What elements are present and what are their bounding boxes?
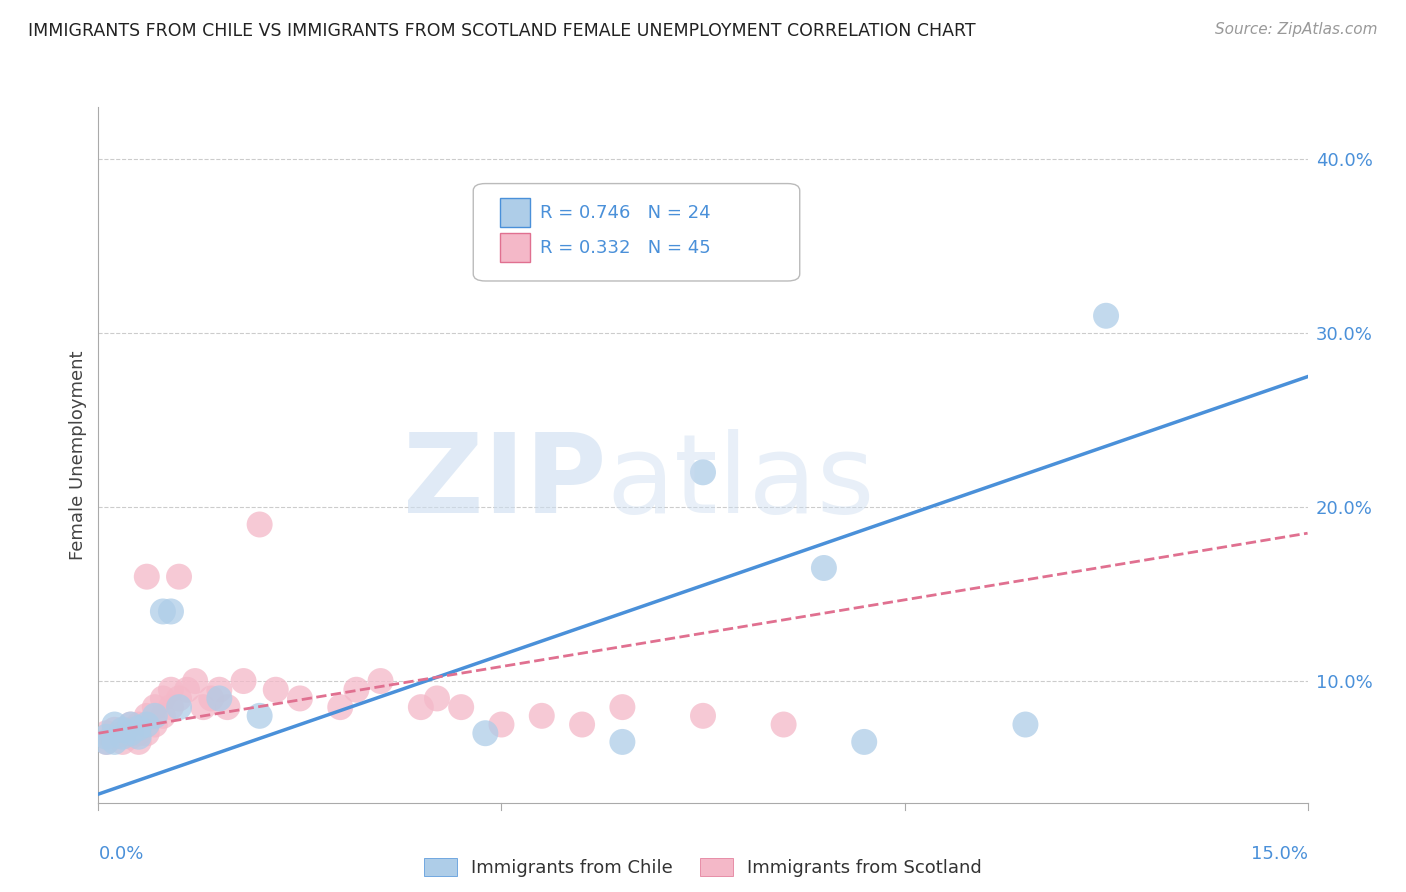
Point — [167, 700, 190, 714]
Y-axis label: Female Unemployment: Female Unemployment — [69, 351, 87, 559]
Point — [111, 735, 134, 749]
Point — [1014, 717, 1036, 731]
FancyBboxPatch shape — [474, 184, 800, 281]
Legend: Immigrants from Chile, Immigrants from Scotland: Immigrants from Chile, Immigrants from S… — [418, 850, 988, 884]
Point — [612, 735, 634, 749]
Point — [329, 700, 352, 714]
Point — [103, 730, 125, 744]
Point — [530, 708, 553, 723]
Point — [135, 708, 157, 723]
Point — [96, 730, 118, 744]
Point — [167, 569, 190, 583]
Point — [200, 691, 222, 706]
Text: 15.0%: 15.0% — [1250, 845, 1308, 863]
Point — [853, 735, 876, 749]
Point — [491, 717, 513, 731]
Point — [571, 717, 593, 731]
Point — [96, 735, 118, 749]
Text: ZIP: ZIP — [404, 429, 606, 536]
Point — [111, 726, 134, 740]
Point — [135, 726, 157, 740]
FancyBboxPatch shape — [501, 233, 530, 262]
Point — [370, 674, 392, 689]
Point — [232, 674, 254, 689]
Point — [1095, 309, 1118, 323]
Point — [152, 691, 174, 706]
Point — [208, 691, 231, 706]
Point — [160, 700, 183, 714]
Point — [128, 735, 150, 749]
Point — [128, 717, 150, 731]
Point — [426, 691, 449, 706]
Text: R = 0.746   N = 24: R = 0.746 N = 24 — [540, 203, 710, 222]
Point — [193, 700, 215, 714]
Point — [772, 717, 794, 731]
Point — [135, 569, 157, 583]
Point — [143, 708, 166, 723]
Point — [176, 682, 198, 697]
Point — [120, 730, 142, 744]
Text: Source: ZipAtlas.com: Source: ZipAtlas.com — [1215, 22, 1378, 37]
Point — [103, 735, 125, 749]
Text: 0.0%: 0.0% — [98, 845, 143, 863]
Point — [111, 723, 134, 737]
Point — [128, 730, 150, 744]
Point — [120, 717, 142, 731]
Point — [249, 517, 271, 532]
Point — [135, 717, 157, 731]
Point — [120, 723, 142, 737]
Point — [128, 726, 150, 740]
Point — [288, 691, 311, 706]
Point — [344, 682, 367, 697]
Point — [208, 682, 231, 697]
Text: atlas: atlas — [606, 429, 875, 536]
Point — [160, 605, 183, 619]
Point — [612, 700, 634, 714]
Point — [152, 708, 174, 723]
Point — [120, 717, 142, 731]
Point — [474, 726, 496, 740]
Point — [120, 726, 142, 740]
Point — [264, 682, 287, 697]
Point — [692, 466, 714, 480]
Point — [143, 700, 166, 714]
FancyBboxPatch shape — [501, 198, 530, 227]
Text: IMMIGRANTS FROM CHILE VS IMMIGRANTS FROM SCOTLAND FEMALE UNEMPLOYMENT CORRELATIO: IMMIGRANTS FROM CHILE VS IMMIGRANTS FROM… — [28, 22, 976, 40]
Point — [813, 561, 835, 575]
Point — [143, 717, 166, 731]
Point — [96, 735, 118, 749]
Point — [160, 682, 183, 697]
Point — [184, 674, 207, 689]
Point — [152, 605, 174, 619]
Point — [96, 726, 118, 740]
Point — [249, 708, 271, 723]
Text: R = 0.332   N = 45: R = 0.332 N = 45 — [540, 238, 710, 257]
Point — [128, 721, 150, 735]
Point — [103, 723, 125, 737]
Point — [450, 700, 472, 714]
Point — [692, 708, 714, 723]
Point — [111, 730, 134, 744]
Point — [103, 717, 125, 731]
Point — [217, 700, 239, 714]
Point — [409, 700, 432, 714]
Point — [167, 691, 190, 706]
